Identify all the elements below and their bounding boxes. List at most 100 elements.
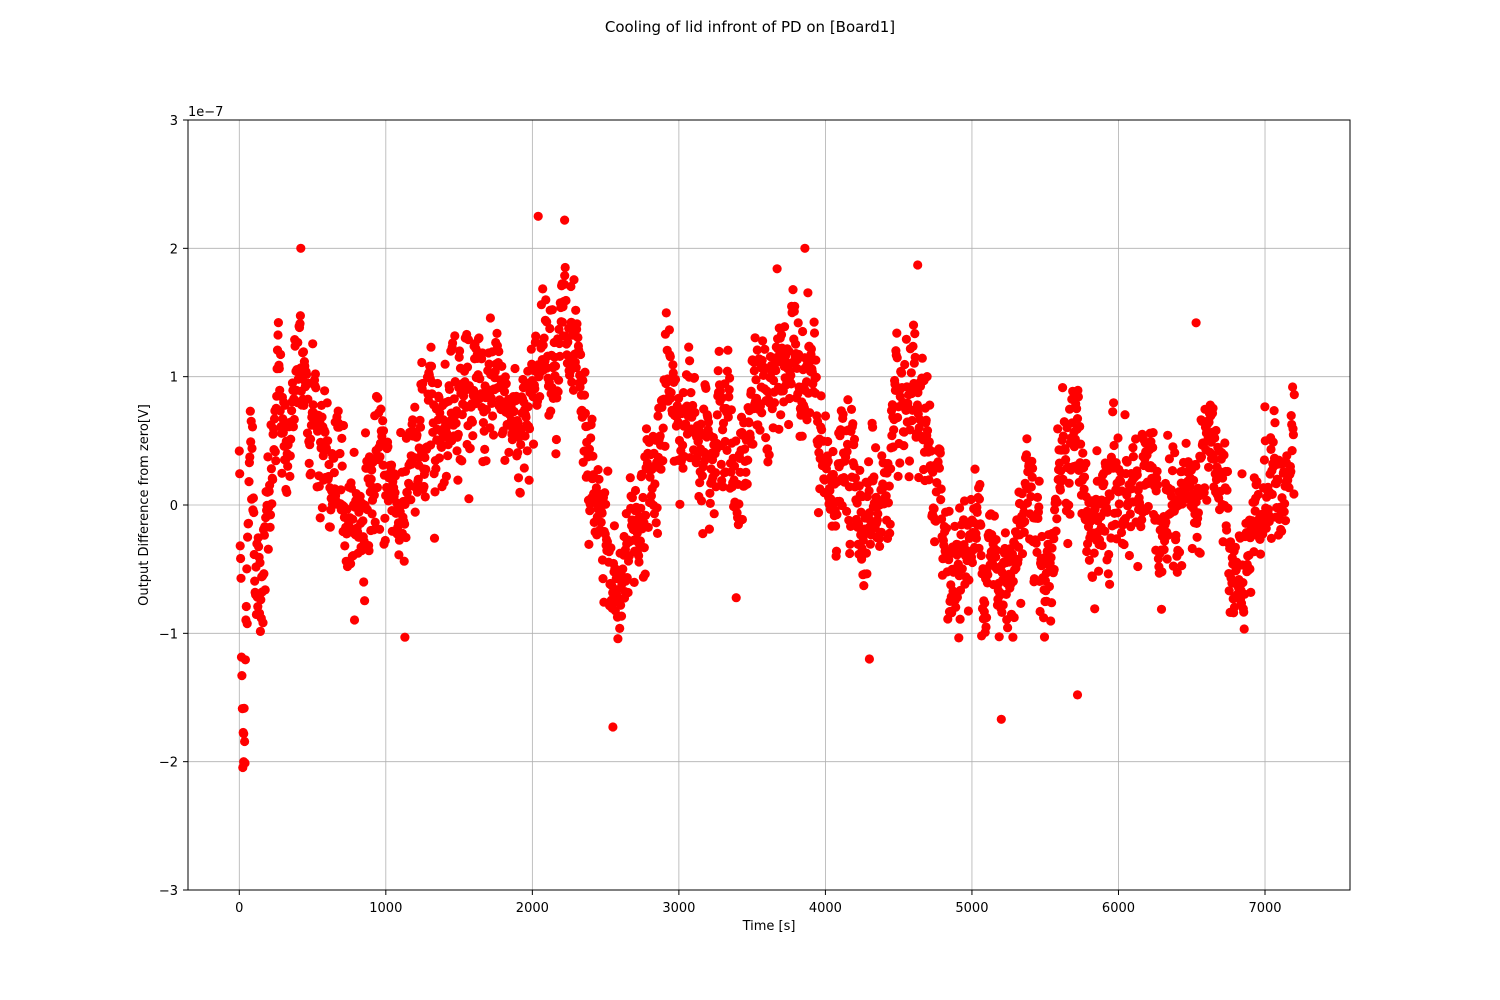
scatter-point xyxy=(410,402,420,412)
scatter-point xyxy=(780,322,790,332)
scatter-point xyxy=(597,508,607,518)
scatter-point xyxy=(954,633,964,643)
scatter-point xyxy=(661,308,671,318)
scatter-point xyxy=(420,452,430,463)
scatter-point xyxy=(1191,318,1201,328)
scatter-point xyxy=(1109,398,1119,408)
scatter-point xyxy=(1026,482,1036,492)
scatter-point xyxy=(1163,530,1173,540)
scatter-point xyxy=(724,392,734,402)
scatter-point xyxy=(444,384,455,394)
scatter-point xyxy=(276,349,286,360)
scatter-point xyxy=(269,424,279,434)
scatter-point xyxy=(664,325,675,335)
scatter-point xyxy=(910,352,920,362)
scatter-point xyxy=(784,346,794,356)
scatter-point xyxy=(1051,526,1061,536)
scatter-point xyxy=(1195,548,1205,558)
scatter-point xyxy=(811,355,821,365)
scatter-point xyxy=(244,477,254,487)
scatter-point xyxy=(678,440,688,450)
scatter-point xyxy=(1252,477,1262,487)
scatter-point xyxy=(560,271,570,281)
scatter-point xyxy=(917,353,927,363)
scatter-point xyxy=(579,390,590,400)
scatter-point xyxy=(513,448,523,458)
scatter-point xyxy=(900,359,910,370)
scatter-point xyxy=(952,592,963,602)
scatter-point xyxy=(580,367,590,377)
scatter-point xyxy=(501,379,511,389)
scatter-point xyxy=(545,323,555,334)
scatter-point xyxy=(722,445,732,455)
scatter-point xyxy=(881,491,891,501)
scatter-point xyxy=(394,550,404,560)
scatter-point xyxy=(378,416,388,426)
scatter-point xyxy=(630,485,641,496)
scatter-point xyxy=(1058,383,1068,393)
scatter-point xyxy=(1202,495,1212,505)
scatter-point xyxy=(588,451,598,461)
scatter-point xyxy=(713,366,723,376)
scatter-point xyxy=(912,400,923,410)
scatter-point xyxy=(278,428,288,438)
scatter-point xyxy=(1268,437,1278,447)
scatter-point xyxy=(678,463,688,473)
scatter-point xyxy=(268,474,278,485)
scatter-point xyxy=(1105,579,1115,589)
scatter-point xyxy=(622,573,632,583)
scatter-point xyxy=(288,422,298,432)
scatter-point xyxy=(634,557,644,567)
scatter-point xyxy=(240,736,250,747)
scatter-point xyxy=(731,593,741,603)
scatter-point xyxy=(1060,445,1070,455)
scatter-point xyxy=(1219,450,1229,460)
scatter-point xyxy=(1156,604,1167,614)
scatter-point xyxy=(571,363,581,373)
scatter-point xyxy=(883,498,894,508)
scatter-point xyxy=(692,452,702,462)
scatter-point xyxy=(1266,444,1276,454)
scatter-point xyxy=(637,469,647,479)
scatter-point xyxy=(314,481,324,491)
scatter-point xyxy=(484,359,494,369)
scatter-point xyxy=(701,383,711,393)
scatter-point xyxy=(560,262,570,273)
scatter-point xyxy=(655,431,665,441)
scatter-point xyxy=(848,419,858,429)
scatter-point xyxy=(859,581,869,591)
scatter-point xyxy=(240,655,250,665)
scatter-point xyxy=(1284,483,1294,493)
scatter-point xyxy=(474,333,484,343)
scatter-point xyxy=(586,433,596,443)
scatter-point xyxy=(308,339,318,349)
scatter-point xyxy=(603,466,613,476)
scatter-point xyxy=(666,388,676,398)
scatter-point xyxy=(533,211,543,221)
scatter-point xyxy=(561,295,571,306)
scatter-point xyxy=(892,353,902,363)
scatter-point xyxy=(1113,433,1123,443)
scatter-point xyxy=(450,331,460,341)
scatter-point xyxy=(325,522,335,532)
scatter-point xyxy=(1028,463,1038,473)
scatter-point xyxy=(771,365,781,376)
scatter-point xyxy=(746,386,756,396)
scatter-point xyxy=(1020,517,1030,527)
scatter-point xyxy=(1260,402,1270,412)
scatter-point xyxy=(1082,546,1092,557)
scatter-point xyxy=(500,455,510,465)
scatter-point xyxy=(639,543,649,553)
scatter-point xyxy=(1105,491,1115,501)
scatter-point xyxy=(828,469,839,480)
scatter-point xyxy=(956,530,966,540)
scatter-point xyxy=(380,535,390,546)
scatter-point xyxy=(1104,549,1114,560)
scatter-point xyxy=(1110,519,1120,530)
scatter-point xyxy=(1239,624,1249,634)
scatter-point xyxy=(731,436,741,446)
scatter-point xyxy=(893,412,903,423)
scatter-point xyxy=(451,418,461,428)
scatter-point xyxy=(845,539,855,549)
scatter-point xyxy=(243,518,254,528)
